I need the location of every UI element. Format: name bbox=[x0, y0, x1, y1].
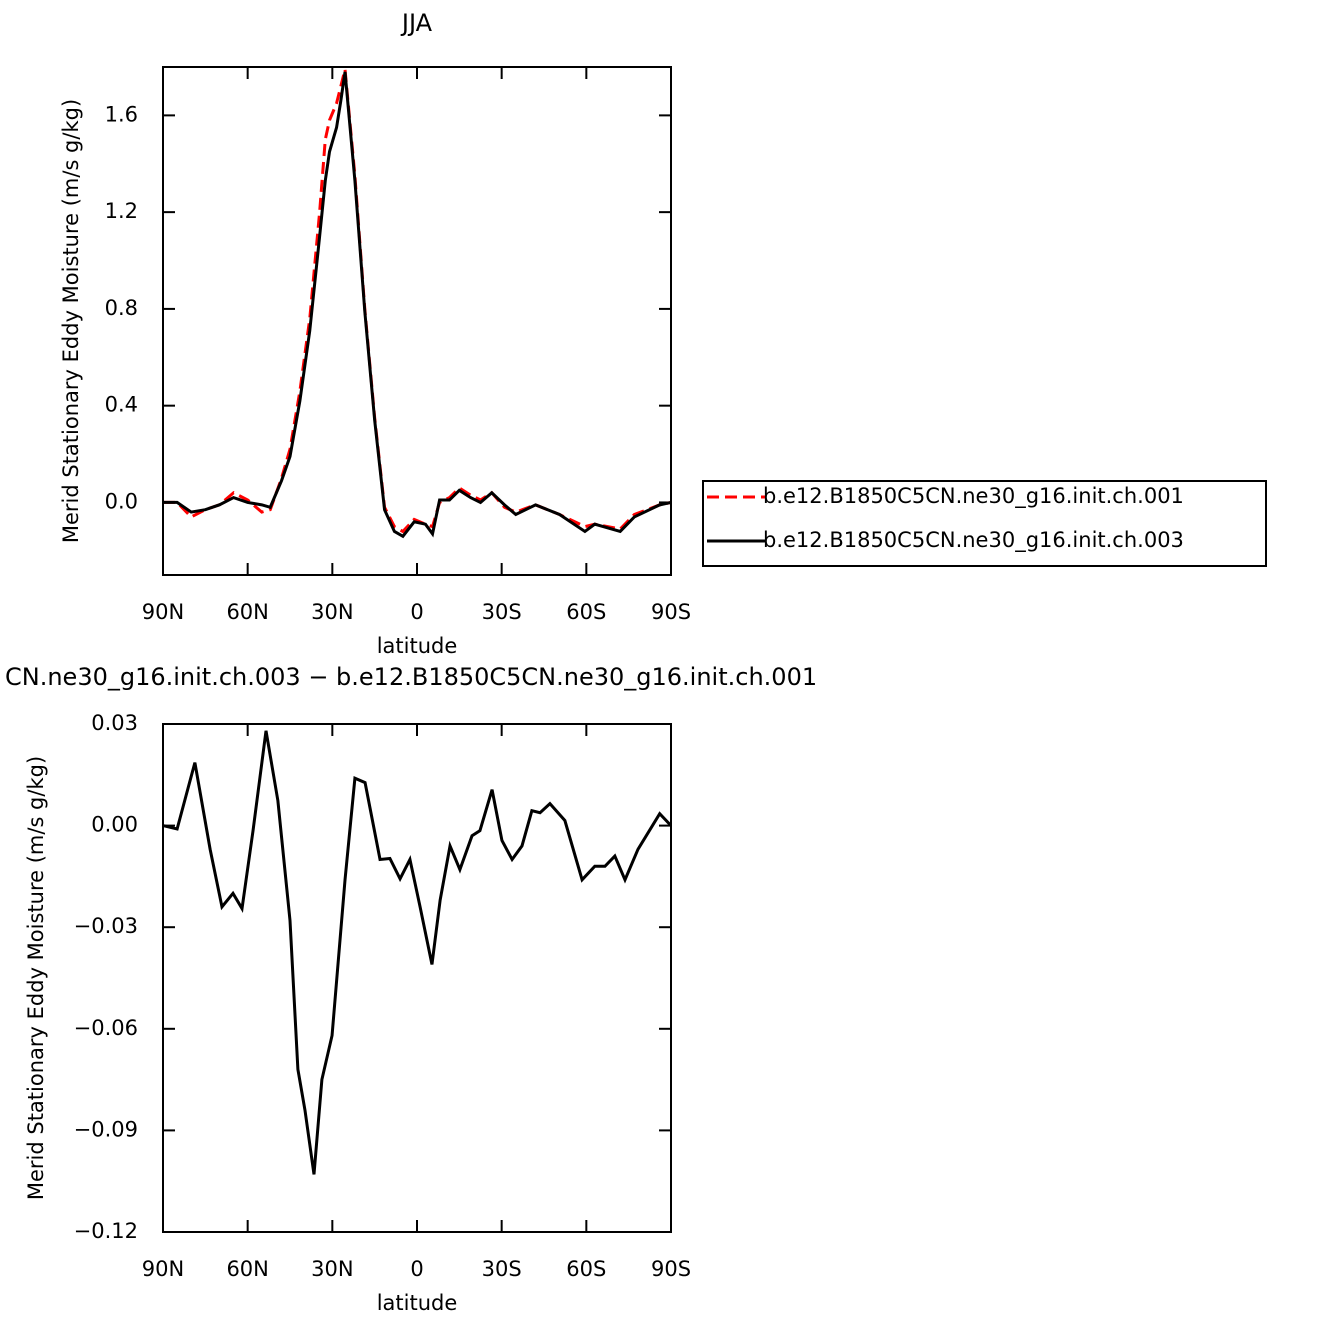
legend-label: b.e12.B1850C5CN.ne30_g16.init.ch.001 bbox=[763, 484, 1184, 509]
y-tick-label: 1.6 bbox=[105, 102, 138, 126]
data-line bbox=[163, 71, 672, 539]
y-tick-label: 1.2 bbox=[105, 199, 138, 223]
x-axis-label: latitude bbox=[377, 1291, 458, 1315]
legend-label: b.e12.B1850C5CN.ne30_g16.init.ch.003 bbox=[763, 528, 1184, 553]
x-tick-label: 90S bbox=[651, 1257, 691, 1281]
y-axis-label: Merid Stationary Eddy Moisture (m/s g/kg… bbox=[59, 99, 83, 543]
legend-box bbox=[702, 480, 1267, 567]
x-tick-label: 60N bbox=[226, 1257, 268, 1281]
y-tick-label: 0.0 bbox=[105, 489, 138, 513]
y-tick-label: −0.06 bbox=[74, 1016, 138, 1040]
y-tick-label: 0.4 bbox=[105, 393, 138, 417]
x-tick-label: 60S bbox=[566, 600, 606, 624]
x-tick-label: 90N bbox=[142, 600, 184, 624]
x-axis-label: latitude bbox=[377, 634, 458, 658]
x-tick-label: 0 bbox=[410, 600, 423, 624]
x-tick-label: 90S bbox=[651, 600, 691, 624]
plot-frame bbox=[162, 723, 672, 1233]
y-tick-label: 0.03 bbox=[91, 711, 138, 735]
x-tick-label: 30N bbox=[311, 1257, 353, 1281]
y-tick-label: 0.8 bbox=[105, 296, 138, 320]
y-axis-label: Merid Stationary Eddy Moisture (m/s g/kg… bbox=[24, 756, 48, 1200]
x-tick-label: 0 bbox=[410, 1257, 423, 1281]
y-tick-label: 0.00 bbox=[91, 813, 138, 837]
x-tick-label: 30S bbox=[482, 1257, 522, 1281]
x-tick-label: 60N bbox=[226, 600, 268, 624]
y-tick-label: −0.12 bbox=[74, 1219, 138, 1243]
x-tick-label: 30N bbox=[311, 600, 353, 624]
plot-frame bbox=[162, 66, 672, 576]
x-tick-label: 60S bbox=[566, 1257, 606, 1281]
chart-title: JJA bbox=[400, 9, 433, 37]
y-tick-label: −0.03 bbox=[74, 914, 138, 938]
data-line bbox=[163, 69, 672, 534]
y-tick-label: −0.09 bbox=[74, 1117, 138, 1141]
chart-title: CN.ne30_g16.init.ch.003 − b.e12.B1850C5C… bbox=[5, 663, 817, 691]
data-line bbox=[162, 730, 673, 1175]
x-tick-label: 90N bbox=[142, 1257, 184, 1281]
x-tick-label: 30S bbox=[482, 600, 522, 624]
